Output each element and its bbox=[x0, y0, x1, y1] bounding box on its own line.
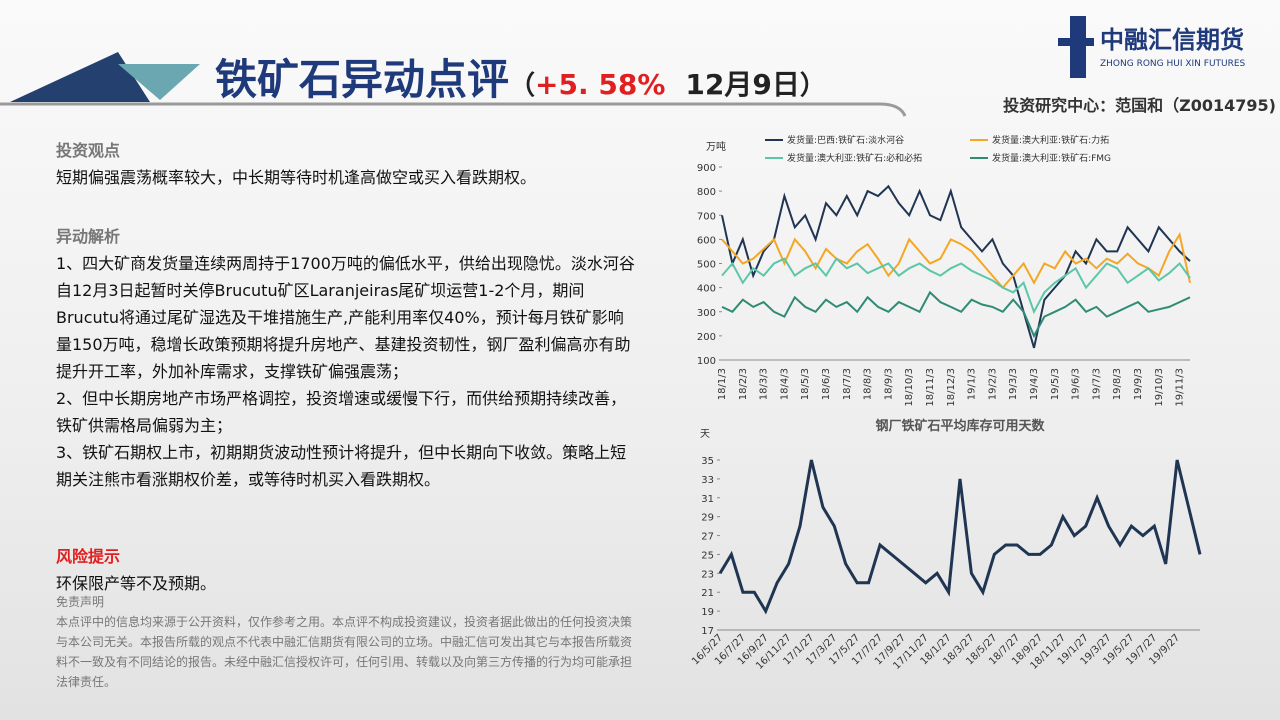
x-tick-label: 19/1/3 bbox=[967, 368, 978, 400]
x-tick-label: 19/2/3 bbox=[987, 368, 998, 400]
section-title: 风险提示 bbox=[56, 547, 121, 566]
x-tick-label: 19/11/3 bbox=[1175, 368, 1186, 407]
x-tick-label: 18/5/3 bbox=[800, 368, 811, 400]
paragraph: 环保限产等不及预期。 bbox=[56, 574, 217, 593]
section-title: 免责声明 bbox=[56, 595, 105, 609]
x-tick-label: 19/6/3 bbox=[1071, 368, 1082, 400]
y-tick-label: 600 bbox=[697, 235, 716, 246]
y-tick-label: 27 bbox=[701, 532, 714, 543]
x-tick-label: 18/7/3 bbox=[842, 368, 853, 400]
legend-label: 发货量:巴西:铁矿石:淡水河谷 bbox=[787, 134, 904, 146]
legend-label: 发货量:澳大利亚:铁矿石:FMG bbox=[992, 152, 1111, 164]
x-tick-label: 19/7/3 bbox=[1091, 368, 1102, 400]
section-title: 投资观点 bbox=[56, 141, 121, 160]
y-tick-label: 200 bbox=[697, 332, 716, 343]
x-tick-label: 19/8/3 bbox=[1112, 368, 1123, 400]
y-tick-label: 19 bbox=[701, 607, 714, 618]
paren: （ bbox=[509, 71, 535, 101]
x-tick-label: 18/2/3 bbox=[738, 368, 749, 400]
title: 铁矿石异动点评（+5. 58% 12月9日） bbox=[215, 55, 826, 104]
y-tick-label: 800 bbox=[697, 187, 716, 198]
x-tick-label: 19/10/3 bbox=[1154, 368, 1165, 407]
paragraph: 短期偏强震荡概率较大，中长期等待时机逢高做空或买入看跌期权。 bbox=[56, 168, 537, 187]
paragraph: 3、铁矿石期权上市，初期期货波动性预计将提升，但中长期向下收敛。策略上短期关注熊… bbox=[56, 443, 627, 489]
x-tick-label: 19/9/3 bbox=[1133, 368, 1144, 400]
y-tick-label: 17 bbox=[701, 626, 714, 637]
y-tick-label: 100 bbox=[697, 356, 716, 367]
x-tick-label: 18/8/3 bbox=[863, 368, 874, 400]
y-tick-label: 31 bbox=[701, 494, 714, 505]
y-unit: 万吨 bbox=[706, 140, 726, 153]
series-line bbox=[721, 184, 1191, 349]
author: 投资研究中心：范国和（Z0014795) bbox=[1003, 96, 1276, 115]
y-tick-label: 25 bbox=[701, 550, 714, 561]
triangle bbox=[118, 64, 200, 100]
series-line bbox=[721, 290, 1191, 339]
x-tick-label: 18/11/3 bbox=[925, 368, 936, 407]
logo-mark bbox=[1058, 38, 1094, 46]
chart-title: 钢厂铁矿石平均库存可用天数 bbox=[875, 418, 1045, 434]
x-tick-label: 18/10/3 bbox=[904, 368, 915, 407]
x-tick-label: 18/6/3 bbox=[821, 368, 832, 400]
x-tick-label: 18/1/3 bbox=[717, 368, 728, 400]
date: 12月9日 bbox=[685, 68, 799, 101]
x-tick-label: 18/3/3 bbox=[759, 368, 770, 400]
logo-mark bbox=[1070, 16, 1086, 78]
y-unit: 天 bbox=[700, 429, 710, 440]
title-text: 铁矿石异动点评 bbox=[215, 55, 509, 104]
legend-label: 发货量:澳大利亚:铁矿石:力拓 bbox=[992, 134, 1109, 146]
paren: ） bbox=[800, 71, 826, 101]
x-tick-label: 19/5/3 bbox=[1050, 368, 1061, 400]
y-tick-label: 23 bbox=[701, 569, 714, 580]
x-tick-label: 18/9/3 bbox=[883, 368, 894, 400]
series-line bbox=[718, 459, 1202, 615]
y-tick-label: 29 bbox=[701, 513, 714, 524]
y-tick-label: 900 bbox=[697, 163, 716, 174]
y-tick-label: 700 bbox=[697, 211, 716, 222]
change: +5. 58% bbox=[535, 68, 665, 101]
logo-name: 中融汇信期货 bbox=[1100, 26, 1244, 54]
y-tick-label: 35 bbox=[701, 456, 714, 467]
paragraph: 2、但中长期房地产市场严格调控，投资增速或缓慢下行，而供给预期持续改善，铁矿供需… bbox=[56, 389, 627, 435]
paragraph: 1、四大矿商发货量连续两周持于1700万吨的偏低水平，供给出现隐忧。淡水河谷自1… bbox=[56, 254, 635, 381]
x-tick-label: 19/3/3 bbox=[1008, 368, 1019, 400]
header-line bbox=[0, 102, 907, 117]
series-line bbox=[721, 231, 1191, 290]
x-tick-label: 18/4/3 bbox=[779, 368, 790, 400]
paragraph: 本点评中的信息均来源于公开资料，仅作参考之用。本点评不构成投资建议，投资者据此做… bbox=[56, 615, 633, 689]
x-tick-label: 18/12/3 bbox=[946, 368, 957, 407]
y-tick-label: 21 bbox=[701, 588, 714, 599]
risk: 风险提示 环保限产等不及预期。 bbox=[56, 543, 636, 597]
y-tick-label: 500 bbox=[697, 260, 716, 271]
view: 投资观点 短期偏强震荡概率较大，中长期等待时机逢高做空或买入看跌期权。 bbox=[56, 137, 636, 191]
series-line bbox=[721, 257, 1191, 315]
analysis: 异动解析 1、四大矿商发货量连续两周持于1700万吨的偏低水平，供给出现隐忧。淡… bbox=[56, 223, 636, 493]
x-tick-label: 19/4/3 bbox=[1029, 368, 1040, 400]
disclaimer: 免责声明 本点评中的信息均来源于公开资料，仅作参考之用。本点评不构成投资建议，投… bbox=[56, 592, 636, 692]
logo-name-en: ZHONG RONG HUI XIN FUTURES bbox=[1100, 59, 1246, 69]
triangle bbox=[10, 52, 150, 102]
section-title: 异动解析 bbox=[56, 227, 121, 246]
y-tick-label: 33 bbox=[701, 475, 714, 486]
y-tick-label: 300 bbox=[697, 308, 716, 319]
legend-label: 发货量:澳大利亚:铁矿石:必和必拓 bbox=[787, 152, 922, 164]
y-tick-label: 400 bbox=[697, 284, 716, 295]
